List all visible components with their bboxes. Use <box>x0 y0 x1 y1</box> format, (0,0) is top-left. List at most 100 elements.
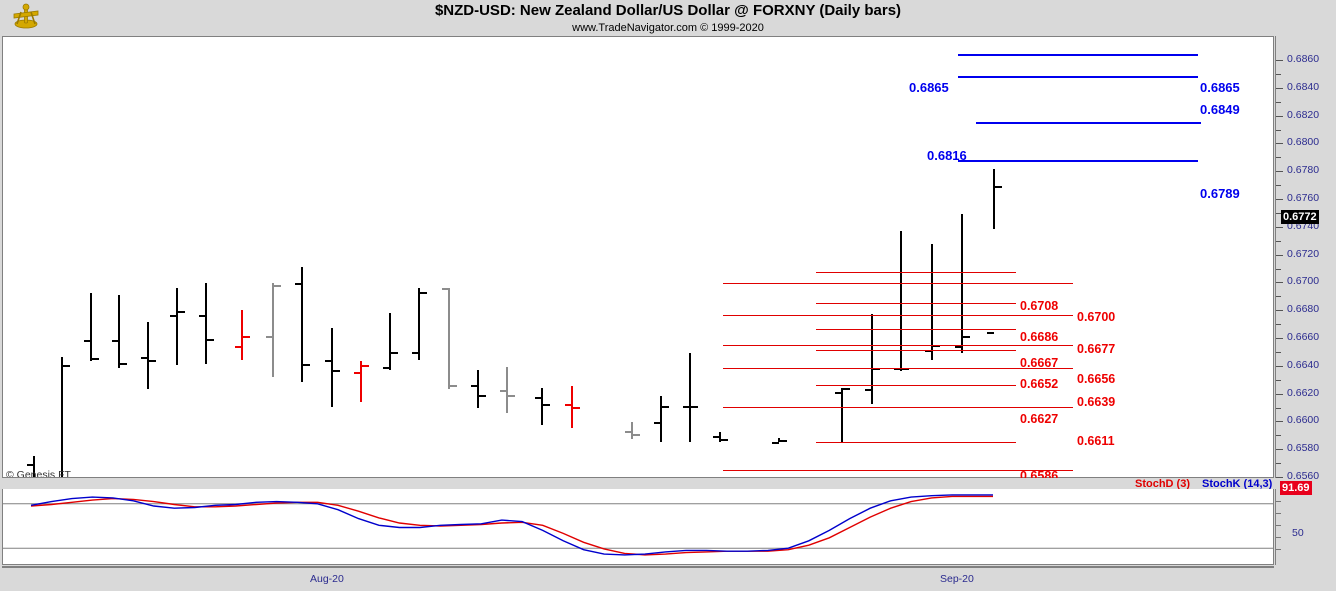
price-axis-tick <box>1276 60 1283 61</box>
ohlc-open-tick <box>987 332 994 335</box>
support-line <box>816 384 1016 386</box>
ohlc-close-tick <box>543 404 550 407</box>
ohlc-open-tick <box>955 345 962 348</box>
ohlc-open-tick <box>295 283 302 286</box>
date-label-sep: Sep-20 <box>940 573 974 585</box>
ohlc-close-tick <box>843 387 850 390</box>
ohlc-close-tick <box>303 364 310 367</box>
support-line <box>816 329 1016 331</box>
price-axis-minor-tick <box>1276 379 1281 381</box>
ohlc-close-tick <box>479 394 486 397</box>
ohlc-open-tick <box>170 315 177 318</box>
ohlc-close-tick <box>633 433 640 436</box>
price-axis-label: 0.6760 <box>1287 192 1320 204</box>
price-axis-minor-tick <box>1276 268 1281 270</box>
ohlc-open-tick <box>535 397 542 400</box>
price-axis-tick <box>1276 365 1283 367</box>
stochastic-pane[interactable] <box>2 489 1274 565</box>
price-axis-minor-tick <box>1276 240 1281 242</box>
resistance-line <box>976 122 1201 125</box>
price-axis-label: 0.6840 <box>1287 80 1320 93</box>
ohlc-open-tick <box>683 405 690 408</box>
support-line <box>816 350 1016 352</box>
price-axis-tick <box>1276 143 1283 145</box>
support-line <box>723 368 1073 370</box>
price-axis-label: 0.6860 <box>1287 53 1320 65</box>
price-axis-tick <box>1276 254 1283 256</box>
ohlc-bar <box>61 357 63 477</box>
ohlc-bar <box>571 386 573 428</box>
price-axis-tick <box>1276 87 1283 89</box>
ohlc-open-tick <box>500 390 507 393</box>
support-line <box>723 344 1073 346</box>
watermark-label: © Genesis FT <box>6 469 71 478</box>
ohlc-open-tick <box>925 350 932 353</box>
stoch-last-value-badge: 91.69 <box>1280 481 1312 495</box>
ohlc-open-tick <box>27 464 34 467</box>
ohlc-bar <box>841 387 843 442</box>
ohlc-close-tick <box>207 339 214 341</box>
price-axis-tick <box>1276 282 1283 284</box>
price-axis-tick <box>1276 393 1283 395</box>
ohlc-close-tick <box>508 394 515 397</box>
ohlc-open-tick <box>84 340 91 343</box>
ohlc-open-tick <box>565 404 572 407</box>
ohlc-close-tick <box>420 291 427 294</box>
ohlc-close-tick <box>243 336 250 339</box>
ohlc-close-tick <box>149 359 156 362</box>
price-axis-minor-tick <box>1276 296 1281 298</box>
price-axis-minor-tick <box>1276 463 1281 465</box>
ohlc-bar <box>418 287 420 360</box>
price-axis-label: 0.6680 <box>1287 303 1320 316</box>
ohlc-open-tick <box>354 372 361 375</box>
ohlc-bar <box>90 293 92 362</box>
ohlc-bar <box>900 230 902 371</box>
stoch-legend-bar: StochD (3) StochK (14,3) <box>2 478 1274 490</box>
ohlc-close-tick <box>995 186 1002 189</box>
page-title: $NZD-USD: New Zealand Dollar/US Dollar @… <box>434 2 902 19</box>
legend-stoch-k: StochK (14,3) <box>1202 478 1273 490</box>
stoch-axis-label-50: 50 <box>1292 527 1304 539</box>
ohlc-bar <box>660 395 662 442</box>
ohlc-bar <box>477 369 479 409</box>
legend-stoch-d: StochD (3) <box>1135 478 1190 490</box>
price-axis-tick <box>1276 421 1283 423</box>
ohlc-close-tick <box>178 311 185 314</box>
ohlc-bar <box>541 387 543 426</box>
ohlc-close-tick <box>450 384 457 387</box>
date-axis: Aug-20 Sep-20 <box>2 566 1274 590</box>
price-axis-label: 0.6560 <box>1287 470 1320 482</box>
ohlc-close-tick <box>63 365 70 368</box>
price-axis-tick <box>1276 171 1283 173</box>
ohlc-open-tick <box>471 384 478 387</box>
ohlc-close-tick <box>573 407 580 410</box>
support-line <box>723 469 1073 471</box>
resistance-line <box>958 76 1198 79</box>
ohlc-close-tick <box>933 344 940 347</box>
ohlc-bar <box>689 352 691 442</box>
price-axis-minor-tick <box>1276 435 1281 437</box>
price-chart-pane[interactable]: © Genesis FT <box>2 36 1274 478</box>
ohlc-open-tick <box>865 389 872 392</box>
ohlc-bar <box>176 287 178 366</box>
ohlc-bar <box>272 283 274 377</box>
stochastic-plot <box>3 494 1273 556</box>
ohlc-bar <box>301 266 303 383</box>
price-axis-label: 0.6740 <box>1287 219 1320 232</box>
ohlc-close-tick <box>92 358 99 361</box>
ohlc-close-tick <box>873 368 880 371</box>
ohlc-open-tick <box>772 441 779 444</box>
ohlc-bar <box>448 287 450 390</box>
price-axis-tick <box>1276 338 1283 339</box>
ohlc-open-tick <box>625 430 632 433</box>
ohlc-bar <box>118 294 120 369</box>
ohlc-open-tick <box>412 351 419 354</box>
price-axis-minor-tick <box>1276 101 1281 103</box>
ohlc-open-tick <box>199 315 206 318</box>
price-axis-label: 0.6660 <box>1287 331 1320 343</box>
price-axis-tick <box>1276 449 1283 451</box>
ohlc-open-tick <box>713 436 720 439</box>
price-axis-minor-tick <box>1276 157 1281 159</box>
ohlc-close-tick <box>691 405 698 408</box>
ohlc-bar <box>719 432 721 442</box>
